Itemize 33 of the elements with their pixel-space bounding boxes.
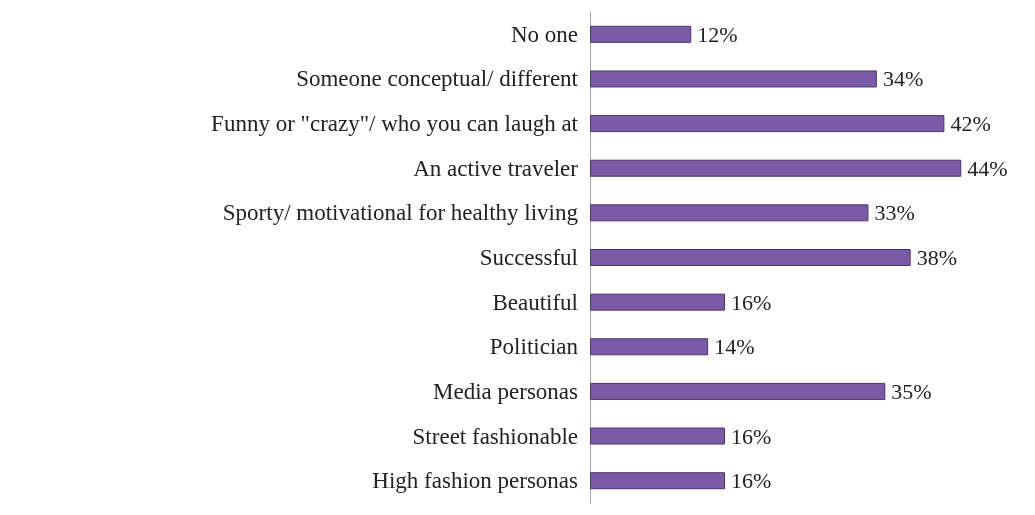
data-label: 12% xyxy=(697,21,738,47)
bar xyxy=(590,427,725,445)
data-label: 16% xyxy=(731,468,772,494)
data-label: 16% xyxy=(731,423,772,449)
y-tick-label: Someone conceptual/ different xyxy=(296,66,579,92)
bar xyxy=(590,338,709,356)
y-tick-label: Successful xyxy=(479,245,578,270)
bar xyxy=(590,293,725,311)
y-tick-label: High fashion personas xyxy=(372,468,579,494)
data-label: 42% xyxy=(950,111,991,137)
y-tick-label: Media personas xyxy=(433,378,579,404)
y-tick-label: Funny or "crazy"/ who you can laugh at xyxy=(211,111,579,137)
bar xyxy=(590,25,692,43)
y-tick-label: Street fashionable xyxy=(412,423,578,449)
y-tick-label: Beautiful xyxy=(492,289,578,315)
data-label: 33% xyxy=(874,200,915,226)
bar xyxy=(590,70,877,88)
y-tick-label: Politician xyxy=(489,334,579,360)
data-label: 35% xyxy=(891,378,932,404)
data-label: 16% xyxy=(731,289,772,315)
y-tick-label: No one xyxy=(510,21,578,47)
bar xyxy=(590,472,725,490)
data-label: 44% xyxy=(967,155,1008,181)
data-label: 14% xyxy=(714,334,755,360)
bar xyxy=(590,249,911,266)
data-label: 38% xyxy=(916,245,957,270)
data-label: 34% xyxy=(882,66,924,92)
bar xyxy=(590,204,869,222)
bar xyxy=(590,159,962,177)
y-tick-label: Sporty/ motivational for healthy living xyxy=(222,200,579,226)
y-tick-label: An active traveler xyxy=(413,155,579,181)
bar xyxy=(590,115,945,133)
bar xyxy=(590,382,886,400)
